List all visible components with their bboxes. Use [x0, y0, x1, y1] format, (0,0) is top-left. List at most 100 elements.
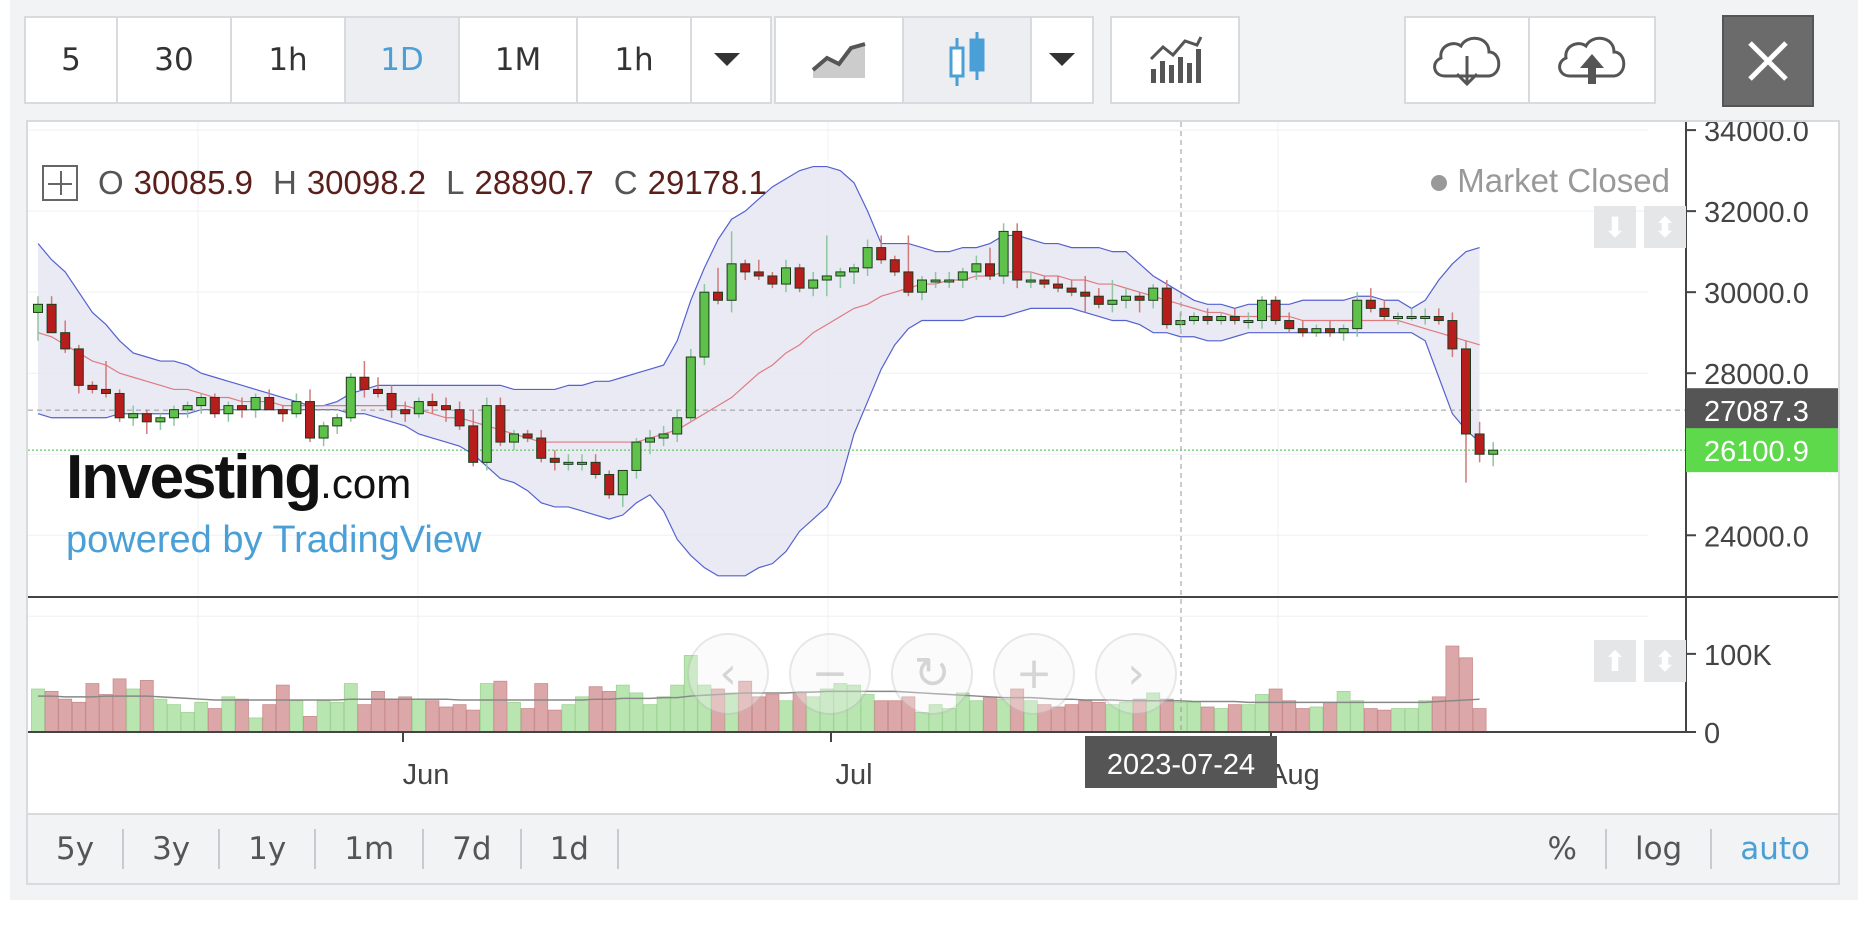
volume-bar: [765, 694, 780, 733]
line-chart-button[interactable]: [776, 18, 904, 102]
volume-bar: [235, 698, 249, 733]
candle-body: [577, 461, 587, 465]
candle-body: [73, 348, 84, 386]
volume-bar: [1078, 700, 1093, 733]
volume-bar: [1241, 704, 1256, 733]
candle-body: [781, 267, 791, 285]
expand-vertical-icon[interactable]: ⬍: [1644, 640, 1686, 682]
time-tick-label: Jul: [835, 759, 872, 791]
candle-body: [101, 388, 111, 394]
candle-body: [957, 271, 968, 281]
interval-dropdown[interactable]: [692, 18, 762, 102]
candle-body: [876, 247, 887, 261]
range-1m[interactable]: 1m: [316, 829, 425, 869]
volume-bar: [1255, 694, 1269, 733]
interval-toolbar: 5 30 1h 1D 1M 1h: [24, 16, 772, 104]
candle-body: [1229, 315, 1240, 322]
volume-bar: [1268, 688, 1283, 733]
candle-body: [713, 291, 723, 301]
expand-vertical-icon[interactable]: ⬍: [1644, 206, 1686, 248]
interval-1m[interactable]: 1M: [460, 18, 578, 102]
candle-body: [917, 279, 927, 293]
volume-bar: [615, 684, 630, 733]
volume-bar: [983, 696, 997, 733]
download-button[interactable]: [1406, 18, 1530, 102]
volume-bar: [860, 694, 875, 733]
range-1d[interactable]: 1d: [522, 829, 619, 869]
candle-body: [46, 303, 57, 334]
indicators-button[interactable]: [1112, 18, 1238, 102]
zoom-in-icon-glyph: +: [1016, 648, 1053, 699]
volume-bar: [670, 684, 685, 733]
volume-bar: [643, 704, 657, 733]
interval-5[interactable]: 5: [26, 18, 118, 102]
crosshair-price-label-bg: [1686, 388, 1838, 433]
zoom-out-icon[interactable]: −: [789, 633, 871, 715]
volume-bar: [99, 694, 113, 733]
percent-scale-toggle[interactable]: %: [1520, 829, 1607, 869]
candle-body: [114, 392, 125, 419]
volume-bar: [1200, 706, 1215, 733]
last-price-label-bg: [1686, 428, 1838, 473]
auto-scale-toggle[interactable]: auto: [1740, 831, 1810, 867]
candle-body: [169, 409, 179, 419]
volume-bar: [1187, 701, 1201, 733]
volume-bar: [343, 683, 358, 733]
volume-bar: [507, 701, 521, 733]
volume-bar: [1377, 709, 1392, 733]
price-scale-controls: ⬇ ⬍: [1594, 206, 1686, 248]
brand-suffix: .com: [320, 460, 412, 507]
range-3y[interactable]: 3y: [124, 829, 221, 869]
log-scale-toggle[interactable]: log: [1607, 829, 1713, 869]
interval-1h-alt[interactable]: 1h: [578, 18, 692, 102]
scroll-left-icon[interactable]: ‹: [687, 633, 769, 715]
close-button[interactable]: [1722, 15, 1814, 107]
volume-scale-controls: ⬆ ⬍: [1594, 640, 1686, 682]
chart-type-dropdown[interactable]: [1032, 18, 1092, 102]
volume-ma-line: [38, 690, 1480, 704]
candle-body: [998, 230, 1009, 277]
scroll-right-icon[interactable]: ›: [1095, 633, 1177, 715]
chart-area[interactable]: ‹ − ↻ + › 34000.0 32000.0 30000.0 28000.0 24000.0…: [26, 120, 1840, 815]
volume-bar: [1350, 700, 1365, 733]
scroll-down-icon[interactable]: ⬇: [1594, 206, 1636, 248]
candle-body: [1379, 307, 1390, 317]
candle-body: [1093, 295, 1104, 305]
reset-icon[interactable]: ↻: [891, 633, 973, 715]
candle-body: [889, 259, 900, 273]
candle-body: [1488, 449, 1499, 455]
zoom-out-icon-glyph: −: [812, 648, 849, 699]
candlestick-button[interactable]: [904, 18, 1032, 102]
volume-bar: [969, 700, 984, 733]
volume-bar: [452, 704, 467, 733]
price-volume-chart[interactable]: ‹ − ↻ + › 34000.0 32000.0 30000.0 28000.0 24000.0…: [28, 122, 1838, 817]
interval-1d[interactable]: 1D: [346, 18, 460, 102]
candle-body: [509, 433, 519, 443]
range-1y[interactable]: 1y: [220, 829, 317, 869]
candle-body: [1080, 291, 1091, 297]
range-5y[interactable]: 5y: [28, 829, 125, 869]
cloud-upload-icon: [1558, 36, 1626, 84]
candle-body: [808, 279, 819, 289]
expand-legend-icon[interactable]: [42, 165, 78, 201]
candle-body: [1257, 299, 1267, 322]
candle-body: [1433, 315, 1444, 322]
candle-body: [277, 409, 288, 415]
scroll-up-icon[interactable]: ⬆: [1594, 640, 1636, 682]
volume-bar: [493, 680, 508, 733]
volume-bar: [1309, 706, 1324, 733]
interval-1h[interactable]: 1h: [232, 18, 346, 102]
candle-body: [1189, 315, 1199, 322]
candle-body: [196, 397, 207, 407]
volume-bar: [248, 717, 263, 733]
range-7d[interactable]: 7d: [424, 829, 522, 869]
zoom-in-icon[interactable]: +: [993, 633, 1075, 715]
volume-bar: [1336, 690, 1351, 733]
candle-body: [359, 376, 370, 390]
candle-body: [1216, 315, 1227, 322]
upload-button[interactable]: [1530, 18, 1654, 102]
interval-30[interactable]: 30: [118, 18, 232, 102]
candle-body: [345, 376, 356, 419]
candle-body: [645, 437, 655, 443]
powered-by-text: powered by TradingView: [66, 519, 482, 561]
